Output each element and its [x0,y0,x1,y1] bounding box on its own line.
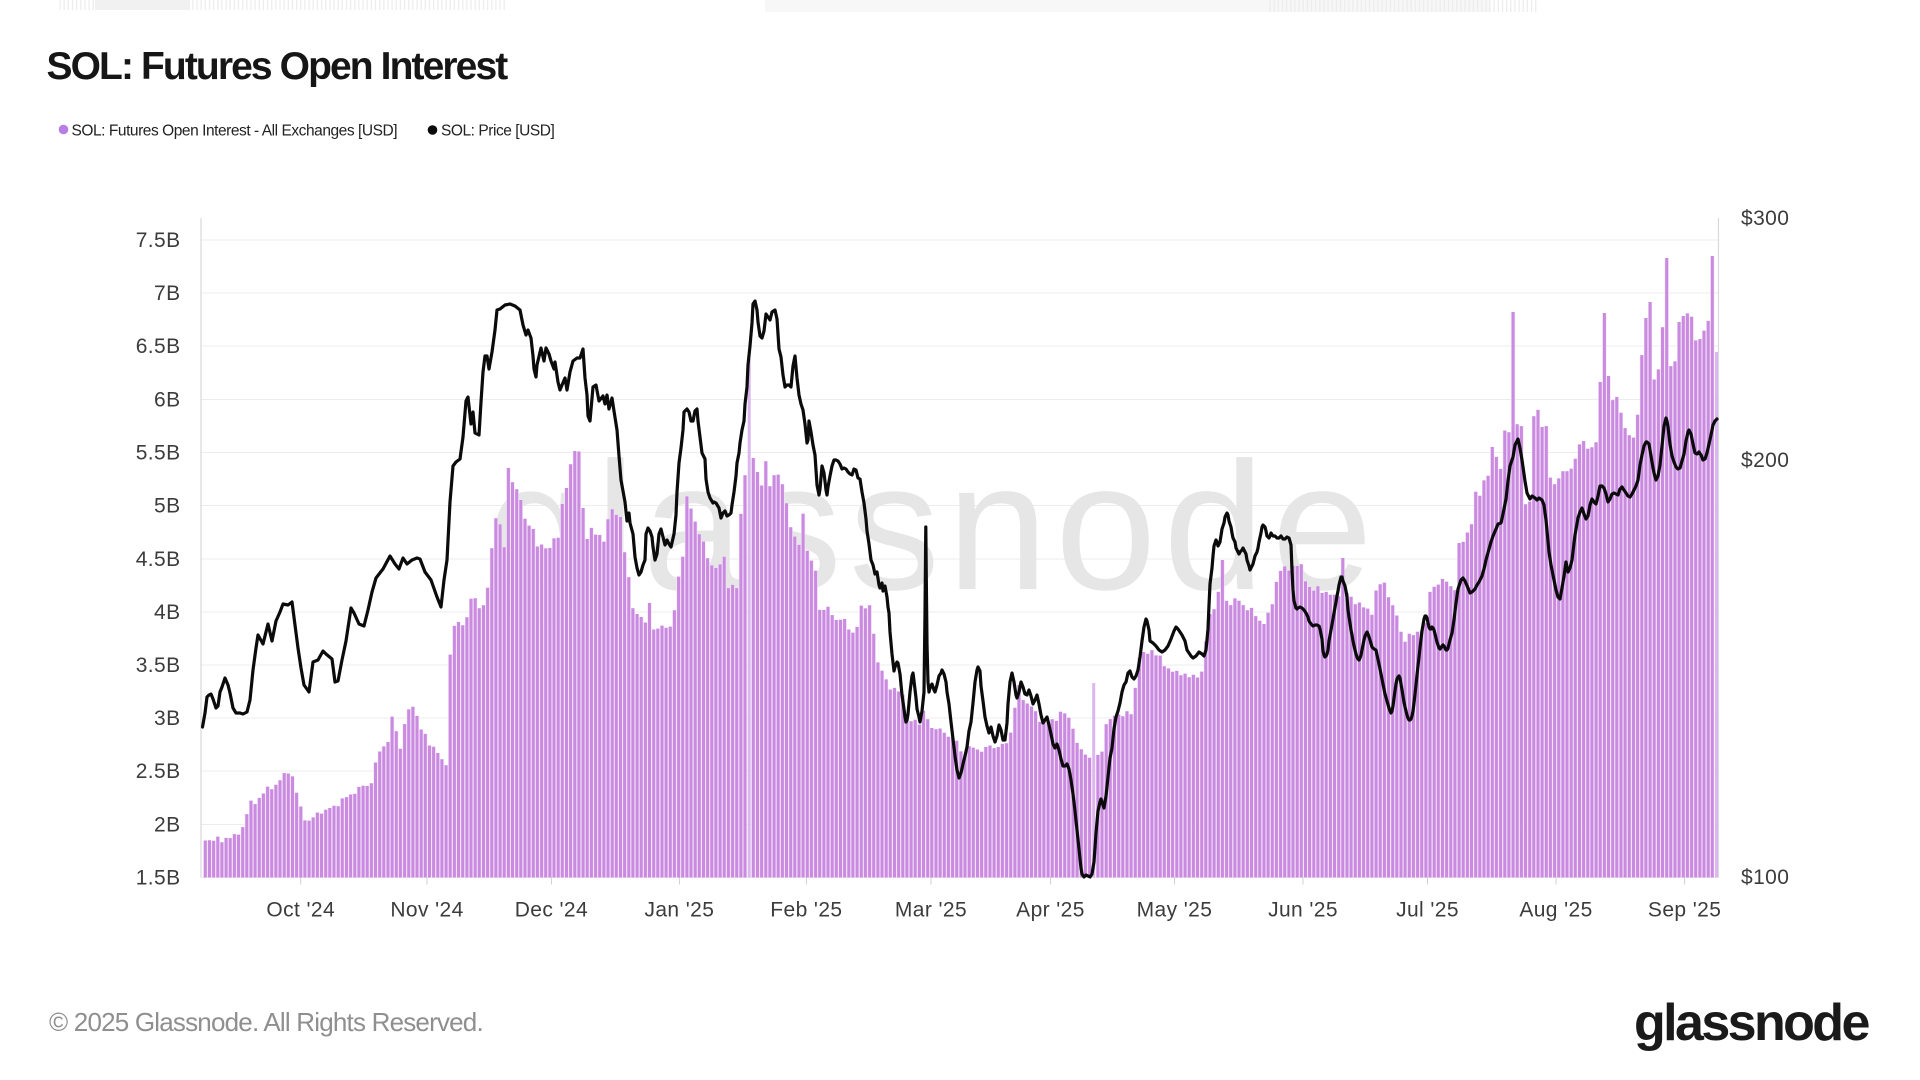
svg-text:$200: $200 [1741,449,1789,472]
svg-text:7B: 7B [154,282,181,305]
svg-text:Aug '25: Aug '25 [1519,899,1592,922]
svg-text:3.5B: 3.5B [136,654,181,677]
svg-text:Dec '24: Dec '24 [515,899,588,922]
svg-text:2B: 2B [154,813,181,836]
svg-text:SOL: Futures Open Interest: SOL: Futures Open Interest [47,45,509,88]
svg-text:© 2025 Glassnode. All Rights R: © 2025 Glassnode. All Rights Reserved. [49,1007,483,1037]
svg-text:1.5B: 1.5B [136,867,181,890]
svg-text:$100: $100 [1741,866,1789,889]
svg-text:6B: 6B [154,388,181,411]
svg-text:Oct '24: Oct '24 [266,899,335,922]
svg-text:Sep '25: Sep '25 [1648,899,1721,922]
svg-text:4B: 4B [154,601,181,624]
svg-text:SOL: Futures Open Interest - A: SOL: Futures Open Interest - All Exchang… [72,123,398,140]
svg-text:$300: $300 [1741,207,1789,230]
svg-text:4.5B: 4.5B [136,548,181,571]
svg-text:2.5B: 2.5B [136,760,181,783]
svg-text:Apr '25: Apr '25 [1016,899,1085,922]
svg-text:Jan '25: Jan '25 [644,899,714,922]
svg-text:3B: 3B [154,707,181,730]
svg-text:May '25: May '25 [1137,899,1213,922]
svg-text:Mar '25: Mar '25 [895,899,967,922]
svg-text:SOL: Price [USD]: SOL: Price [USD] [441,123,555,140]
svg-text:7.5B: 7.5B [136,229,181,252]
svg-text:6.5B: 6.5B [136,335,181,358]
svg-text:Jul '25: Jul '25 [1396,899,1459,922]
svg-text:5B: 5B [154,495,181,518]
svg-text:glassnode: glassnode [1634,994,1869,1052]
svg-text:Feb '25: Feb '25 [770,899,842,922]
svg-text:Jun '25: Jun '25 [1268,899,1338,922]
svg-text:glassnode: glassnode [487,424,1380,628]
svg-text:Nov '24: Nov '24 [390,899,463,922]
svg-text:5.5B: 5.5B [136,442,181,465]
